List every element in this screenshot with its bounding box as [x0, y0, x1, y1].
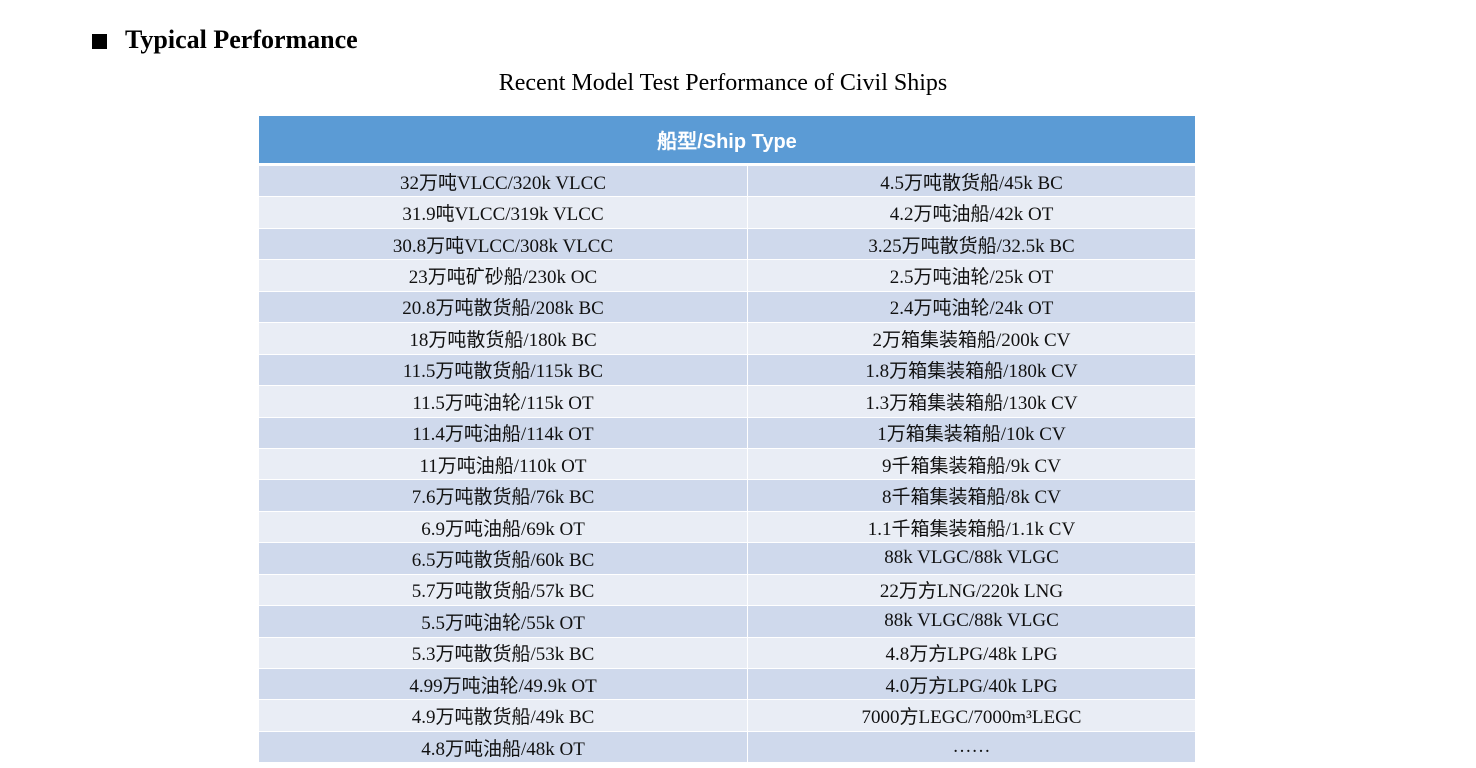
- table-row: 6.9万吨油船/69k OT 1.1千箱集装箱船/1.1k CV: [259, 511, 1195, 544]
- table-cell: 88k VLGC/88k VLGC: [748, 543, 1195, 575]
- table-cell: 4.2万吨油船/42k OT: [748, 197, 1195, 229]
- table-row: 20.8万吨散货船/208k BC 2.4万吨油轮/24k OT: [259, 291, 1195, 324]
- table-cell: 6.9万吨油船/69k OT: [259, 511, 748, 544]
- section-title: Typical Performance: [125, 25, 358, 54]
- table-cell: 4.8万吨油船/48k OT: [259, 731, 748, 764]
- table-cell: 2.4万吨油轮/24k OT: [748, 291, 1195, 324]
- table-cell: 11.5万吨油轮/115k OT: [259, 386, 748, 418]
- table-row: 11.5万吨油轮/115k OT 1.3万箱集装箱船/130k CV: [259, 386, 1195, 418]
- table-cell: 7.6万吨散货船/76k BC: [259, 480, 748, 512]
- table-cell: 4.5万吨散货船/45k BC: [748, 166, 1195, 198]
- table-row: 11.4万吨油船/114k OT 1万箱集装箱船/10k CV: [259, 417, 1195, 449]
- table-row: 11万吨油船/110k OT 9千箱集装箱船/9k CV: [259, 448, 1195, 481]
- table-cell: 18万吨散货船/180k BC: [259, 323, 748, 355]
- table-cell: 8千箱集装箱船/8k CV: [748, 480, 1195, 512]
- table-cell: ……: [748, 731, 1195, 764]
- table-cell: 3.25万吨散货船/32.5k BC: [748, 228, 1195, 261]
- table-cell: 4.9万吨散货船/49k BC: [259, 700, 748, 732]
- table-cell: 9千箱集装箱船/9k CV: [748, 448, 1195, 481]
- bullet: [92, 34, 107, 49]
- table-cell: 23万吨矿砂船/230k OC: [259, 260, 748, 292]
- table-row: 23万吨矿砂船/230k OC 2.5万吨油轮/25k OT: [259, 260, 1195, 292]
- table-cell: 2.5万吨油轮/25k OT: [748, 260, 1195, 292]
- table-row: 18万吨散货船/180k BC 2万箱集装箱船/200k CV: [259, 323, 1195, 355]
- table-cell: 1.3万箱集装箱船/130k CV: [748, 386, 1195, 418]
- table-cell: 7000方LEGC/7000m³LEGC: [748, 700, 1195, 732]
- table-cell: 31.9吨VLCC/319k VLCC: [259, 197, 748, 229]
- table-row: 4.9万吨散货船/49k BC 7000方LEGC/7000m³LEGC: [259, 700, 1195, 732]
- table-cell: 11.4万吨油船/114k OT: [259, 417, 748, 449]
- table-cell: 1万箱集装箱船/10k CV: [748, 417, 1195, 449]
- table-row: 5.5万吨油轮/55k OT 88k VLGC/88k VLGC: [259, 606, 1195, 638]
- table-row: 4.8万吨油船/48k OT……: [259, 731, 1195, 764]
- table-row: 31.9吨VLCC/319k VLCC 4.2万吨油船/42k OT: [259, 197, 1195, 229]
- table-row: 11.5万吨散货船/115k BC 1.8万箱集装箱船/180k CV: [259, 354, 1195, 387]
- table-header: 船型/Ship Type: [259, 116, 1195, 166]
- table: 船型/Ship Type 32万吨VLCC/320k VLCC 4.5万吨散货船/…: [259, 116, 1195, 764]
- table-cell: 1.8万箱集装箱船/180k CV: [748, 354, 1195, 387]
- table-row: 32万吨VLCC/320k VLCC 4.5万吨散货船/45k BC: [259, 166, 1195, 198]
- table-row: 30.8万吨VLCC/308k VLCC 3.25万吨散货船/32.5k BC: [259, 228, 1195, 261]
- table-cell: 5.5万吨油轮/55k OT: [259, 606, 748, 638]
- table-cell: 22万方LNG/220k LNG: [748, 574, 1195, 607]
- table-cell: 5.7万吨散货船/57k BC: [259, 574, 748, 607]
- table-cell: 88k VLGC/88k VLGC: [748, 606, 1195, 638]
- table-row: 4.99万吨油轮/49.9k OT 4.0万方LPG/40k LPG: [259, 669, 1195, 701]
- table-cell: 32万吨VLCC/320k VLCC: [259, 166, 748, 198]
- table-row: 7.6万吨散货船/76k BC 8千箱集装箱船/8k CV: [259, 480, 1195, 512]
- table-row: 5.3万吨散货船/53k BC 4.8万方LPG/48k LPG: [259, 637, 1195, 669]
- table-cell: 30.8万吨VLCC/308k VLCC: [259, 228, 748, 261]
- table-cell: 11.5万吨散货船/115k BC: [259, 354, 748, 387]
- table-cell: 11万吨油船/110k OT: [259, 448, 748, 481]
- table-caption: Recent Model Test Performance of Civil S…: [498, 70, 948, 96]
- table-cell: 4.99万吨油轮/49.9k OT: [259, 669, 748, 701]
- table-cell: 4.0万方LPG/40k LPG: [748, 669, 1195, 701]
- table-cell: 6.5万吨散货船/60k BC: [259, 543, 748, 575]
- table-row: 6.5万吨散货船/60k BC 88k VLGC/88k VLGC: [259, 543, 1195, 575]
- table-cell: 4.8万方LPG/48k LPG: [748, 637, 1195, 669]
- table-cell: 2万箱集装箱船/200k CV: [748, 323, 1195, 355]
- table-cell: 1.1千箱集装箱船/1.1k CV: [748, 511, 1195, 544]
- table-row: 5.7万吨散货船/57k BC 22万方LNG/220k LNG: [259, 574, 1195, 607]
- table-cell: 20.8万吨散货船/208k BC: [259, 291, 748, 324]
- table-cell: 5.3万吨散货船/53k BC: [259, 637, 748, 669]
